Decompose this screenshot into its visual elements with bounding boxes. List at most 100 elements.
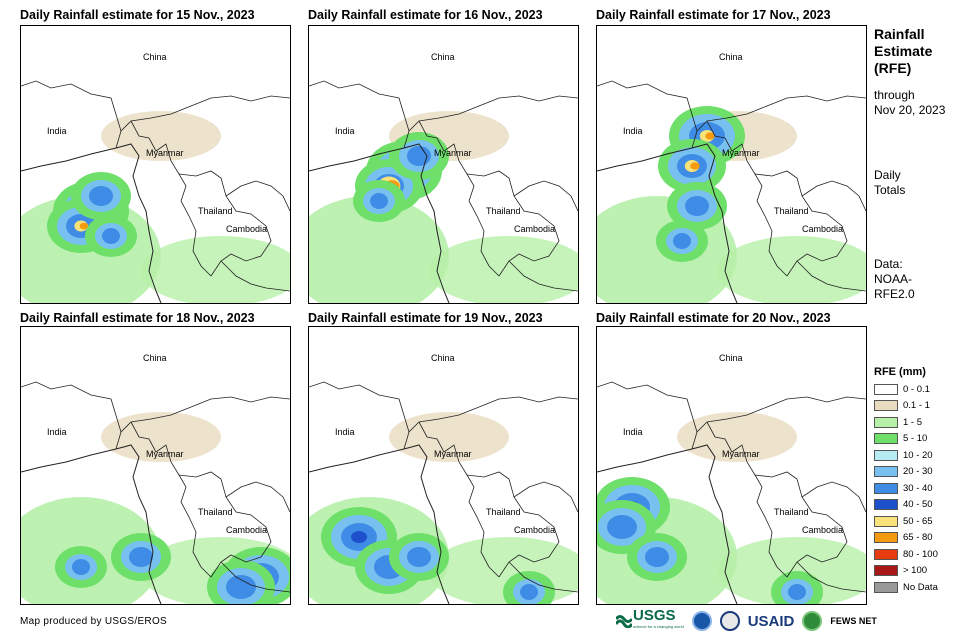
panel-title-3: Daily Rainfall estimate for 17 Nov., 202… (596, 8, 831, 22)
map-label-cambodia: Cambodia (226, 525, 268, 535)
legend-title: RFE (mm) (874, 366, 926, 378)
legend-item: 0.1 - 1 (874, 400, 930, 412)
map-label-china: China (431, 353, 455, 363)
map-label-thailand: Thailand (198, 206, 233, 216)
panel-title-4: Daily Rainfall estimate for 18 Nov., 202… (20, 311, 255, 325)
panel-title-2: Daily Rainfall estimate for 16 Nov., 202… (308, 8, 543, 22)
map-label-india: India (623, 427, 643, 437)
sidebar-daily-totals: Daily Totals (874, 168, 906, 197)
rainfall-map-3: China India Myanmar Thailand Cambodia (596, 25, 867, 304)
map-label-thailand: Thailand (198, 507, 233, 517)
usgs-logo: USGS science for a changing world (616, 608, 684, 632)
rainfall-map-svg (597, 80, 866, 303)
legend-label: No Data (903, 581, 938, 593)
legend-label: 40 - 50 (903, 499, 933, 510)
sidebar-title: Rainfall Estimate (RFE) (874, 26, 933, 76)
panel-title-1: Daily Rainfall estimate for 15 Nov., 202… (20, 8, 255, 22)
legend-label: 5 - 10 (903, 433, 928, 444)
legend-swatch (874, 400, 898, 411)
legend-swatch (874, 532, 898, 543)
map-label-cambodia: Cambodia (802, 525, 844, 535)
map-label-china: China (143, 353, 167, 363)
logo-strip: USGS science for a changing world USAID … (616, 608, 877, 633)
map-label-thailand: Thailand (486, 206, 521, 216)
sidebar-through: through Nov 20, 2023 (874, 88, 946, 117)
legend-label: 80 - 100 (903, 548, 938, 560)
fewsnet-globe-icon (802, 611, 823, 631)
legend-swatch (874, 416, 898, 428)
map-label-myanmar: Myanmar (146, 449, 184, 459)
legend-swatch (874, 383, 898, 395)
map-label-myanmar: Myanmar (434, 148, 472, 158)
legend-swatch (874, 548, 898, 560)
legend-label: 1 - 5 (903, 416, 923, 428)
legend-swatch (874, 482, 898, 494)
legend-label: 10 - 20 (903, 449, 933, 461)
panel-title-5: Daily Rainfall estimate for 19 Nov., 202… (308, 311, 543, 325)
rainfall-map-svg (597, 381, 866, 604)
legend-item: 50 - 65 (874, 515, 933, 527)
legend-item: > 100 (874, 565, 927, 577)
map-label-india: India (47, 427, 67, 437)
legend-item: 20 - 30 (874, 466, 933, 478)
legend-item: 10 - 20 (874, 449, 933, 461)
map-label-myanmar: Myanmar (434, 449, 472, 459)
usaid-seal-icon (719, 611, 740, 631)
legend-item: 65 - 80 (874, 532, 933, 544)
map-label-cambodia: Cambodia (514, 525, 556, 535)
rainfall-map-svg (21, 80, 290, 303)
credit-text: Map produced by USGS/EROS (20, 616, 168, 627)
legend-label: > 100 (903, 565, 928, 576)
legend-label: 50 - 65 (903, 515, 933, 527)
rainfall-map-4: China India Myanmar Thailand Cambodia (20, 326, 291, 605)
panel-title-6: Daily Rainfall estimate for 20 Nov., 202… (596, 311, 831, 325)
map-label-myanmar: Myanmar (722, 148, 760, 158)
legend-item: 40 - 50 (874, 499, 933, 511)
rainfall-map-svg (309, 80, 578, 303)
map-label-india: India (623, 126, 643, 136)
usgs-wave-icon (616, 615, 632, 628)
map-label-cambodia: Cambodia (802, 224, 844, 234)
legend-item: No Data (874, 581, 938, 593)
map-label-cambodia: Cambodia (514, 224, 556, 234)
map-label-india: India (47, 126, 67, 136)
legend-label: 65 - 80 (903, 532, 933, 543)
legend-swatch (874, 433, 898, 444)
legend-item: 0 - 0.1 (874, 383, 930, 395)
legend-label: 0.1 - 1 (903, 400, 930, 411)
legend-swatch (874, 466, 898, 477)
map-label-china: China (719, 353, 743, 363)
legend-swatch (874, 515, 898, 527)
rainfall-map-svg (21, 381, 290, 604)
rainfall-map-svg (309, 381, 578, 604)
rainfall-map-5: China India Myanmar Thailand Cambodia (308, 326, 579, 605)
map-label-india: India (335, 126, 355, 136)
map-label-thailand: Thailand (774, 507, 809, 517)
rainfall-map-1: China India Myanmar Thailand Cambodia (20, 25, 291, 304)
map-label-china: China (143, 52, 167, 62)
noaa-logo-icon (691, 611, 712, 631)
legend-label: 0 - 0.1 (903, 383, 930, 395)
map-label-china: China (431, 52, 455, 62)
legend-label: 20 - 30 (903, 466, 933, 477)
legend-item: 1 - 5 (874, 416, 922, 428)
legend-label: 30 - 40 (903, 482, 933, 494)
legend-item: 5 - 10 (874, 433, 927, 445)
map-label-china: China (719, 52, 743, 62)
legend-swatch (874, 449, 898, 461)
legend-item: 30 - 40 (874, 482, 933, 494)
map-label-myanmar: Myanmar (146, 148, 184, 158)
map-label-india: India (335, 427, 355, 437)
map-label-thailand: Thailand (774, 206, 809, 216)
legend-swatch (874, 565, 898, 576)
map-label-cambodia: Cambodia (226, 224, 268, 234)
map-label-myanmar: Myanmar (722, 449, 760, 459)
usaid-logo: USAID (747, 612, 795, 630)
legend-item: 80 - 100 (874, 548, 938, 560)
legend-swatch (874, 499, 898, 510)
legend-swatch (874, 581, 898, 593)
map-label-thailand: Thailand (486, 507, 521, 517)
sidebar-data-source: Data: NOAA- RFE2.0 (874, 257, 915, 301)
fewsnet-logo: FEWS NET (830, 616, 877, 626)
rainfall-map-6: China India Myanmar Thailand Cambodia (596, 326, 867, 605)
